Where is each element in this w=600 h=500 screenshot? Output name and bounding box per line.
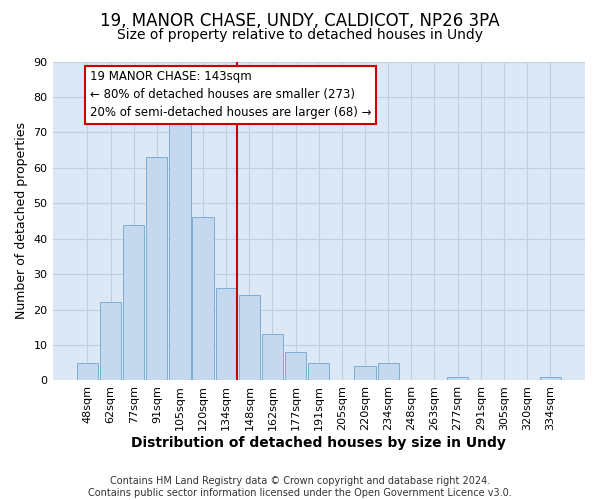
Bar bbox=[215, 288, 237, 380]
Text: 19, MANOR CHASE, UNDY, CALDICOT, NP26 3PA: 19, MANOR CHASE, UNDY, CALDICOT, NP26 3P… bbox=[100, 12, 500, 30]
Bar bbox=[355, 366, 376, 380]
Bar bbox=[239, 296, 260, 380]
X-axis label: Distribution of detached houses by size in Undy: Distribution of detached houses by size … bbox=[131, 436, 506, 450]
Bar bbox=[169, 122, 191, 380]
Bar bbox=[77, 362, 98, 380]
Bar bbox=[447, 377, 468, 380]
Text: 19 MANOR CHASE: 143sqm
← 80% of detached houses are smaller (273)
20% of semi-de: 19 MANOR CHASE: 143sqm ← 80% of detached… bbox=[90, 70, 371, 120]
Text: Contains HM Land Registry data © Crown copyright and database right 2024.
Contai: Contains HM Land Registry data © Crown c… bbox=[88, 476, 512, 498]
Bar bbox=[100, 302, 121, 380]
Y-axis label: Number of detached properties: Number of detached properties bbox=[15, 122, 28, 320]
Bar bbox=[123, 224, 145, 380]
Bar bbox=[539, 377, 561, 380]
Bar bbox=[308, 362, 329, 380]
Bar bbox=[146, 157, 167, 380]
Bar bbox=[262, 334, 283, 380]
Bar bbox=[193, 218, 214, 380]
Bar bbox=[377, 362, 399, 380]
Text: Size of property relative to detached houses in Undy: Size of property relative to detached ho… bbox=[117, 28, 483, 42]
Bar bbox=[285, 352, 306, 380]
